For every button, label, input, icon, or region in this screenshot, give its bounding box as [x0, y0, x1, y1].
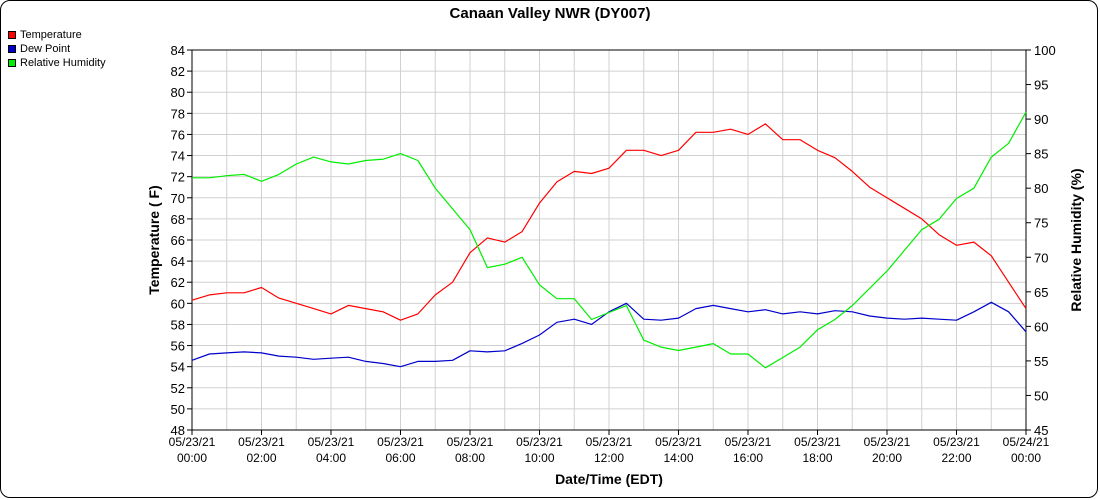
legend-label-relative-humidity: Relative Humidity	[20, 57, 106, 69]
axes: 48 50 52 54 56 58 60 62 64 66 68 70 72 74 76 78 80 82 84 45…	[169, 43, 1056, 465]
x-tick-label-time: 00:00	[1011, 451, 1041, 465]
x-tick-label-time: 18:00	[802, 451, 832, 465]
y2-axis-label: Relative Humidity (%)	[1068, 168, 1084, 311]
y-tick-label: 64	[171, 254, 185, 269]
x-tick-label-time: 14:00	[663, 451, 693, 465]
y-tick-label: 56	[171, 339, 185, 354]
series-line-dew-point	[191, 301, 1027, 368]
grid	[191, 49, 1027, 431]
x-tick-label-time: 06:00	[385, 451, 415, 465]
y-tick-label: 54	[171, 360, 185, 375]
y2-tick-label: 60	[1034, 319, 1048, 334]
x-axis-label: Date/Time (EDT)	[555, 471, 663, 487]
x-tick-label-date: 05/23/21	[794, 435, 841, 449]
series-group	[191, 111, 1027, 369]
x-tick-label-date: 05/23/21	[238, 435, 285, 449]
y-axis-label: Temperature ( F)	[146, 185, 162, 294]
y2-tick-label: 80	[1034, 181, 1048, 196]
x-tick-label-time: 00:00	[177, 451, 207, 465]
x-tick-label-time: 16:00	[733, 451, 763, 465]
x-tick-label-date: 05/23/21	[169, 435, 216, 449]
y-tick-label: 82	[171, 64, 185, 79]
legend-label-temperature: Temperature	[20, 29, 82, 41]
x-tick-label-date: 05/23/21	[516, 435, 563, 449]
y-tick-label: 84	[171, 43, 185, 58]
legend-item-temperature[interactable]: Temperature	[8, 28, 106, 42]
x-tick-label-time: 12:00	[594, 451, 624, 465]
x-tick-label-time: 02:00	[246, 451, 276, 465]
legend: Temperature Dew Point Relative Humidity	[8, 28, 106, 70]
x-tick-label-time: 10:00	[524, 451, 554, 465]
legend-item-relative-humidity[interactable]: Relative Humidity	[8, 56, 106, 70]
legend-item-dew-point[interactable]: Dew Point	[8, 42, 106, 56]
y-tick-label: 74	[171, 149, 185, 164]
y-tick-label: 48	[171, 423, 185, 438]
y2-tick-label: 70	[1034, 250, 1048, 265]
series-line-relative-humidity	[192, 111, 1027, 369]
y2-tick-label: 65	[1034, 285, 1048, 300]
x-tick-label-time: 20:00	[872, 451, 902, 465]
x-tick-label-date: 05/23/21	[377, 435, 424, 449]
chart-title: Canaan Valley NWR (DY007)	[450, 5, 651, 22]
y-tick-label: 72	[171, 170, 185, 185]
legend-label-dew-point: Dew Point	[20, 43, 71, 55]
x-tick-label-date: 05/23/21	[864, 435, 911, 449]
x-tick-label-date: 05/23/21	[308, 435, 355, 449]
y-tick-label: 50	[171, 402, 185, 417]
x-tick-label-time: 04:00	[316, 451, 346, 465]
series-line-temperature	[191, 123, 1027, 321]
y2-tick-label: 95	[1034, 78, 1048, 93]
x-tick-label-date: 05/23/21	[586, 435, 633, 449]
y-tick-label: 78	[171, 106, 185, 121]
y-tick-label: 68	[171, 212, 185, 227]
y2-tick-label: 45	[1034, 423, 1048, 438]
x-tick-label-date: 05/23/21	[725, 435, 772, 449]
x-tick-label-date: 05/23/21	[655, 435, 702, 449]
x-tick-label-date: 05/23/21	[447, 435, 494, 449]
y2-tick-label: 100	[1034, 43, 1056, 58]
y2-tick-label: 90	[1034, 112, 1048, 127]
y-tick-label: 70	[171, 191, 185, 206]
x-tick-label-time: 08:00	[455, 451, 485, 465]
x-tick-label-time: 22:00	[941, 451, 971, 465]
y2-tick-label: 75	[1034, 216, 1048, 231]
y-tick-label: 80	[171, 85, 185, 100]
y-tick-label: 52	[171, 381, 185, 396]
legend-swatch-relative-humidity	[8, 59, 16, 67]
y-tick-label: 66	[171, 233, 185, 248]
x-tick-label-date: 05/24/21	[1003, 435, 1050, 449]
y2-tick-label: 50	[1034, 388, 1048, 403]
y-tick-label: 60	[171, 296, 185, 311]
legend-swatch-temperature	[8, 31, 16, 39]
legend-swatch-dew-point	[8, 45, 16, 53]
y-tick-label: 58	[171, 317, 185, 332]
y2-tick-label: 55	[1034, 354, 1048, 369]
x-tick-label-date: 05/23/21	[933, 435, 980, 449]
y2-tick-label: 85	[1034, 147, 1048, 162]
y-tick-label: 62	[171, 275, 185, 290]
y-tick-label: 76	[171, 127, 185, 142]
